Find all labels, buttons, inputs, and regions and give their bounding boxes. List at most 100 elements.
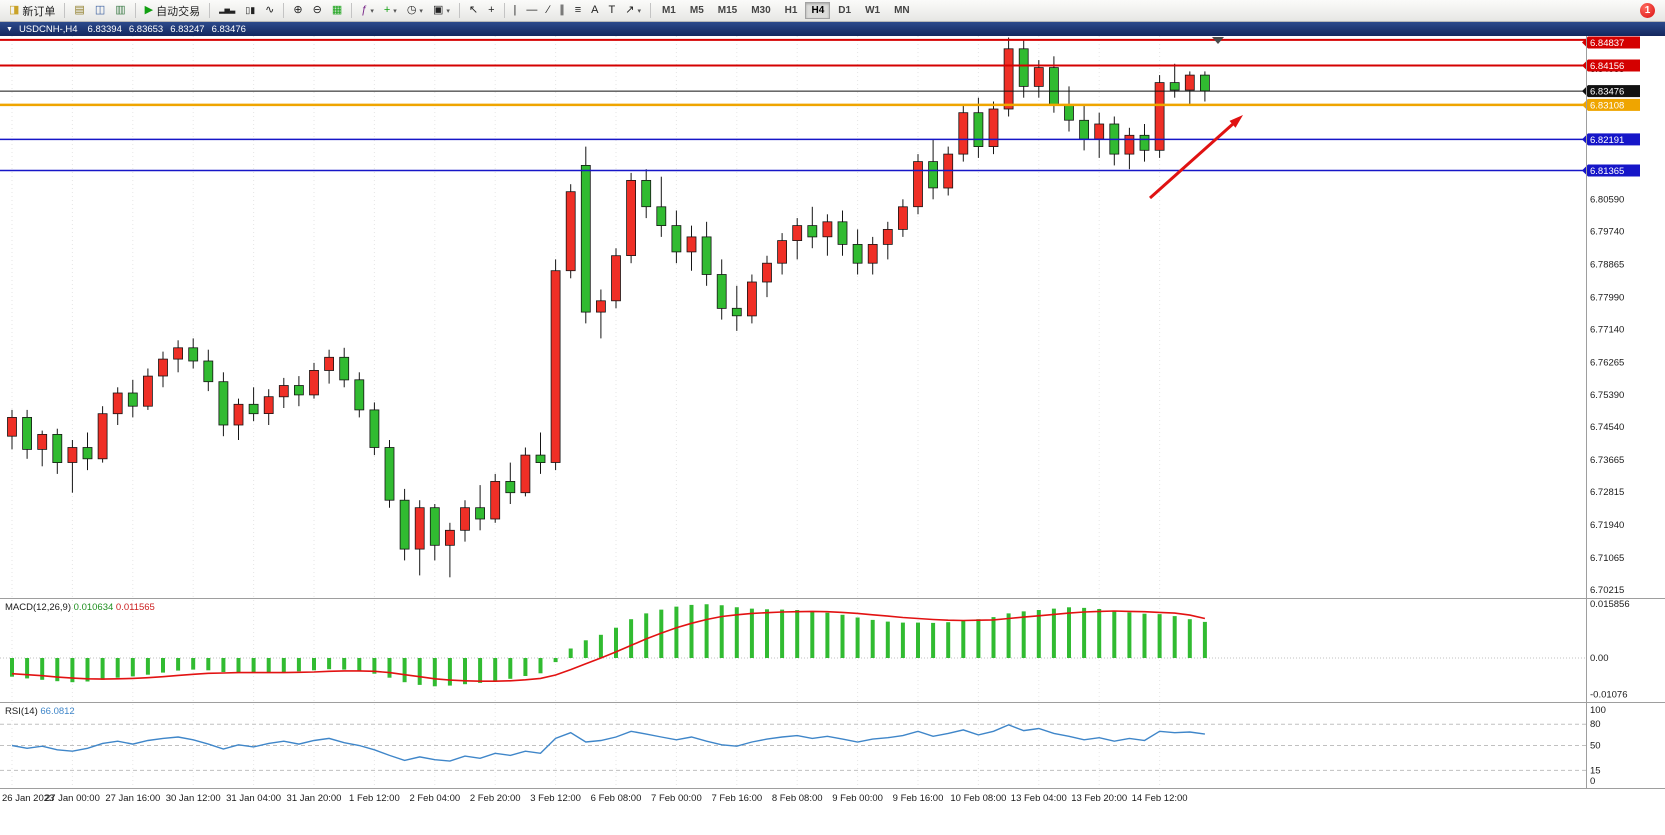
price-axis-label: 6.70215 bbox=[1590, 585, 1624, 596]
chevron-down-icon: ▾ bbox=[637, 7, 641, 15]
periods-button[interactable]: ◷ ▾ bbox=[402, 3, 428, 18]
text-button[interactable]: A bbox=[586, 3, 603, 18]
time-axis-label: 2 Feb 04:00 bbox=[409, 793, 460, 804]
candlestick-chart-button[interactable]: ▯▮ bbox=[240, 4, 260, 17]
vertical-line-icon: | bbox=[513, 4, 517, 16]
autotrading-button[interactable]: ▶ 自动交易 bbox=[140, 1, 205, 21]
new-order-button-label: 新订单 bbox=[22, 5, 56, 18]
candle-body bbox=[82, 447, 93, 460]
cursor-button[interactable]: ↖ bbox=[464, 3, 483, 18]
candle bbox=[309, 362, 319, 399]
arrows-button[interactable]: ↗ ▾ bbox=[620, 3, 646, 18]
svg-text:6.84156: 6.84156 bbox=[1590, 61, 1624, 72]
market-watch-button[interactable]: ◫ bbox=[90, 3, 110, 18]
timeframe-m5-button[interactable]: M5 bbox=[689, 5, 704, 16]
notification-badge[interactable]: 1 bbox=[1640, 3, 1655, 18]
price-chart[interactable]: 6.840656.805906.797406.788656.779906.771… bbox=[0, 36, 1665, 812]
candle bbox=[913, 154, 923, 215]
cursor-icon: ↖ bbox=[468, 4, 479, 16]
candle-body bbox=[1124, 134, 1135, 155]
candle bbox=[460, 500, 470, 542]
candle-body bbox=[233, 403, 244, 426]
candle-body bbox=[339, 356, 350, 381]
add-object-button[interactable]: + ▾ bbox=[379, 3, 402, 18]
new-order-button[interactable]: ◨ 新订单 bbox=[4, 1, 60, 21]
chart-menu-arrow-icon[interactable]: ▼ bbox=[6, 25, 13, 33]
toolbar-group: ↖ + bbox=[464, 0, 500, 21]
toolbar-separator bbox=[283, 3, 285, 18]
timeframe-mn-button[interactable]: MN bbox=[894, 5, 910, 16]
candle bbox=[596, 289, 606, 339]
timeframe-h1-button[interactable]: H1 bbox=[784, 5, 798, 16]
candle bbox=[565, 184, 576, 279]
candle bbox=[580, 146, 591, 324]
candle-body bbox=[22, 416, 33, 450]
fibonacci-button[interactable]: ≡ bbox=[570, 3, 586, 18]
svg-text:6.83108: 6.83108 bbox=[1590, 100, 1624, 111]
candle bbox=[7, 409, 17, 450]
timeframe-m30-button[interactable]: M30 bbox=[751, 5, 771, 16]
candle bbox=[686, 225, 697, 271]
channel-button[interactable]: ∥ bbox=[554, 3, 570, 18]
candle-body bbox=[1033, 67, 1044, 87]
chart-canvas[interactable] bbox=[0, 36, 1665, 812]
candle bbox=[792, 218, 803, 260]
candle bbox=[973, 97, 984, 158]
candle-body bbox=[1169, 82, 1180, 91]
time-axis-label: 31 Jan 04:00 bbox=[226, 793, 281, 804]
trendline-button[interactable]: ∕ bbox=[542, 3, 554, 18]
indicators-button[interactable]: ƒ ▾ bbox=[356, 3, 379, 18]
candle-body bbox=[913, 161, 923, 208]
candle bbox=[218, 372, 229, 437]
crosshair-button[interactable]: + bbox=[483, 3, 499, 18]
zoom-in-button[interactable]: ⊕ bbox=[288, 3, 307, 18]
vertical-line-button[interactable]: | bbox=[509, 3, 522, 18]
autotrading-button-label: 自动交易 bbox=[156, 5, 201, 18]
candle bbox=[127, 379, 138, 418]
line-chart-button[interactable]: ∿ bbox=[260, 3, 279, 18]
profiles-button[interactable]: ▤ bbox=[69, 3, 89, 18]
candle-body bbox=[807, 225, 818, 238]
candle-body bbox=[1049, 67, 1059, 106]
templates-button[interactable]: ▣ ▾ bbox=[428, 3, 455, 18]
autotrading-icon: ▶ bbox=[144, 4, 154, 16]
candle bbox=[384, 440, 395, 508]
label-button[interactable]: T bbox=[603, 3, 620, 18]
candle-body bbox=[1094, 123, 1105, 140]
open-value: 6.83394 bbox=[87, 23, 122, 35]
candle-body bbox=[429, 507, 440, 546]
candle bbox=[1169, 63, 1180, 98]
candle-body bbox=[1139, 134, 1150, 151]
bar-chart-button[interactable]: ▂▅▃ bbox=[214, 5, 240, 16]
time-axis-label: 30 Jan 12:00 bbox=[166, 793, 221, 804]
arrows-icon: ↗ bbox=[625, 4, 635, 16]
candle-body bbox=[490, 480, 501, 520]
candle bbox=[37, 430, 48, 467]
candle-body bbox=[505, 480, 516, 494]
trend-arrow[interactable] bbox=[1149, 115, 1243, 200]
timeframe-m1-button[interactable]: M1 bbox=[661, 5, 676, 16]
toolbar-group: ▶ 自动交易 bbox=[140, 0, 205, 21]
horizontal-line-button[interactable]: — bbox=[521, 3, 542, 18]
candle-body bbox=[354, 379, 365, 411]
zoom-out-button[interactable]: ⊖ bbox=[308, 3, 327, 18]
timeframe-m15-button[interactable]: M15 bbox=[717, 5, 738, 16]
timeframe-d1-button[interactable]: D1 bbox=[838, 5, 852, 16]
support-line-1-tag: 6.82191 bbox=[1582, 133, 1640, 146]
market-watch-icon: ◫ bbox=[94, 4, 106, 16]
candle bbox=[641, 169, 652, 219]
candle-body bbox=[626, 179, 636, 256]
timeframe-h4-button[interactable]: H4 bbox=[805, 2, 831, 19]
toolbar: ◨ 新订单 ▤ ◫ ▥ ▶ 自动交易 ▂▅▃ ▯▮ ∿ ⊕ ⊖ ▦ ƒ ▾ + ▾ ◷ ▾ ▣ ▾ ↖ + | — ∕ ∥ ≡ A T ↗ ▾… bbox=[0, 0, 1665, 22]
svg-text:6.82191: 6.82191 bbox=[1590, 135, 1624, 146]
rsi-axis-label: 50 bbox=[1590, 741, 1601, 752]
candle-body bbox=[656, 206, 667, 227]
price-axis-label: 6.77140 bbox=[1590, 324, 1624, 335]
navigator-button[interactable]: ▥ bbox=[110, 3, 130, 18]
timeframe-w1-button[interactable]: W1 bbox=[865, 5, 881, 16]
chart-shift-marker[interactable] bbox=[1212, 37, 1224, 44]
tile-windows-button[interactable]: ▦ bbox=[327, 3, 347, 18]
candle-body bbox=[173, 347, 184, 360]
svg-text:6.83476: 6.83476 bbox=[1590, 87, 1624, 98]
time-axis-label: 26 Jan 2023 bbox=[2, 793, 54, 804]
